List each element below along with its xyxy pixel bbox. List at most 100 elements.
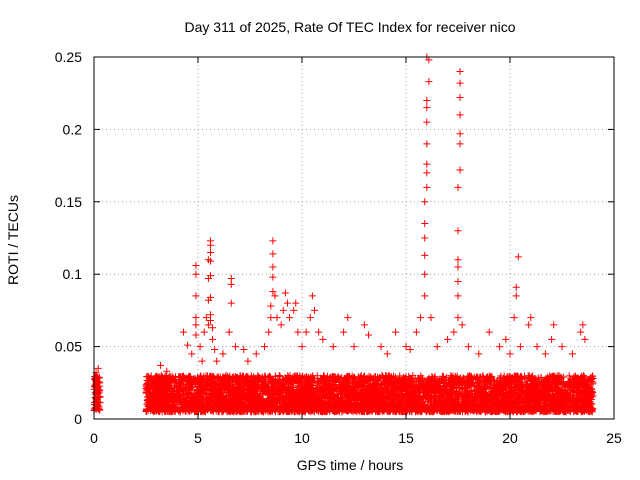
- data-point: [432, 393, 440, 401]
- data-point: [466, 387, 474, 395]
- data-point: [385, 386, 393, 394]
- data-point: [428, 387, 436, 395]
- data-point: [588, 407, 596, 415]
- data-point: [427, 392, 435, 400]
- data-point: [543, 407, 551, 415]
- data-point: [358, 376, 366, 384]
- data-point: [556, 400, 564, 408]
- data-point: [532, 375, 540, 383]
- data-point: [413, 399, 421, 407]
- data-point: [401, 375, 409, 383]
- data-point: [204, 375, 212, 383]
- data-point: [376, 380, 384, 388]
- data-point: [143, 376, 151, 384]
- data-point: [487, 372, 495, 380]
- data-point: [448, 379, 456, 387]
- data-point: [261, 402, 269, 410]
- data-point: [313, 372, 321, 380]
- data-point: [584, 375, 592, 383]
- data-point: [365, 375, 373, 383]
- data-point: [165, 377, 173, 385]
- data-point: [429, 384, 437, 392]
- data-point: [343, 397, 351, 405]
- data-point: [440, 387, 448, 395]
- data-point: [305, 391, 313, 399]
- data-point: [142, 381, 150, 389]
- data-point: [575, 394, 583, 402]
- data-point: [275, 372, 283, 380]
- data-point: [485, 384, 493, 392]
- data-point: [274, 385, 282, 393]
- data-point: [523, 405, 531, 413]
- data-point: [454, 380, 462, 388]
- data-point: [283, 387, 291, 395]
- data-point: [332, 379, 340, 387]
- data-point: [521, 372, 529, 380]
- data-point: [565, 372, 573, 380]
- data-point: [309, 381, 317, 389]
- data-point: [312, 384, 320, 392]
- data-point: [378, 380, 386, 388]
- data-point: [205, 379, 213, 387]
- data-point: [308, 373, 316, 381]
- data-points: [90, 53, 597, 416]
- data-point: [497, 372, 505, 380]
- data-point: [211, 389, 219, 397]
- data-point: [317, 391, 325, 399]
- data-point: [463, 405, 471, 413]
- data-point: [457, 381, 465, 389]
- data-point: [160, 399, 168, 407]
- data-point: [512, 387, 520, 395]
- data-point: [467, 394, 475, 402]
- data-point: [304, 406, 312, 414]
- data-point: [453, 379, 461, 387]
- data-point: [165, 394, 173, 402]
- chart-title: Day 311 of 2025, Rate Of TEC Index for r…: [185, 19, 516, 35]
- data-point: [180, 386, 188, 394]
- data-point: [357, 386, 365, 394]
- data-point: [236, 372, 244, 380]
- data-point: [168, 402, 176, 410]
- data-point: [197, 389, 205, 397]
- data-point: [162, 398, 170, 406]
- grid-lines: [94, 57, 614, 419]
- data-point: [588, 390, 596, 398]
- data-point: [179, 381, 187, 389]
- data-point: [142, 407, 150, 415]
- data-point: [247, 406, 255, 414]
- data-point: [559, 380, 567, 388]
- data-point: [256, 374, 264, 382]
- data-point: [251, 396, 259, 404]
- data-point: [447, 388, 455, 396]
- data-point: [468, 406, 476, 414]
- data-point: [424, 395, 432, 403]
- data-point: [335, 399, 343, 407]
- data-point: [265, 372, 273, 380]
- data-point: [408, 376, 416, 384]
- data-point: [203, 391, 211, 399]
- data-point: [561, 394, 569, 402]
- data-point: [326, 393, 334, 401]
- data-point: [543, 389, 551, 397]
- data-point: [514, 395, 522, 403]
- data-point: [580, 372, 588, 380]
- data-point: [571, 372, 579, 380]
- data-point: [580, 395, 588, 403]
- data-point: [94, 390, 102, 398]
- data-point: [431, 394, 439, 402]
- data-point: [431, 372, 439, 380]
- data-point: [92, 404, 100, 412]
- data-point: [442, 402, 450, 410]
- data-point: [338, 374, 346, 382]
- data-point: [552, 381, 560, 389]
- data-point: [352, 378, 360, 386]
- data-point: [309, 387, 317, 395]
- data-point: [345, 372, 353, 380]
- data-point: [247, 372, 255, 380]
- data-point: [308, 382, 316, 390]
- data-point: [408, 407, 416, 415]
- data-point: [262, 401, 270, 409]
- data-point: [197, 392, 205, 400]
- data-point: [435, 396, 443, 404]
